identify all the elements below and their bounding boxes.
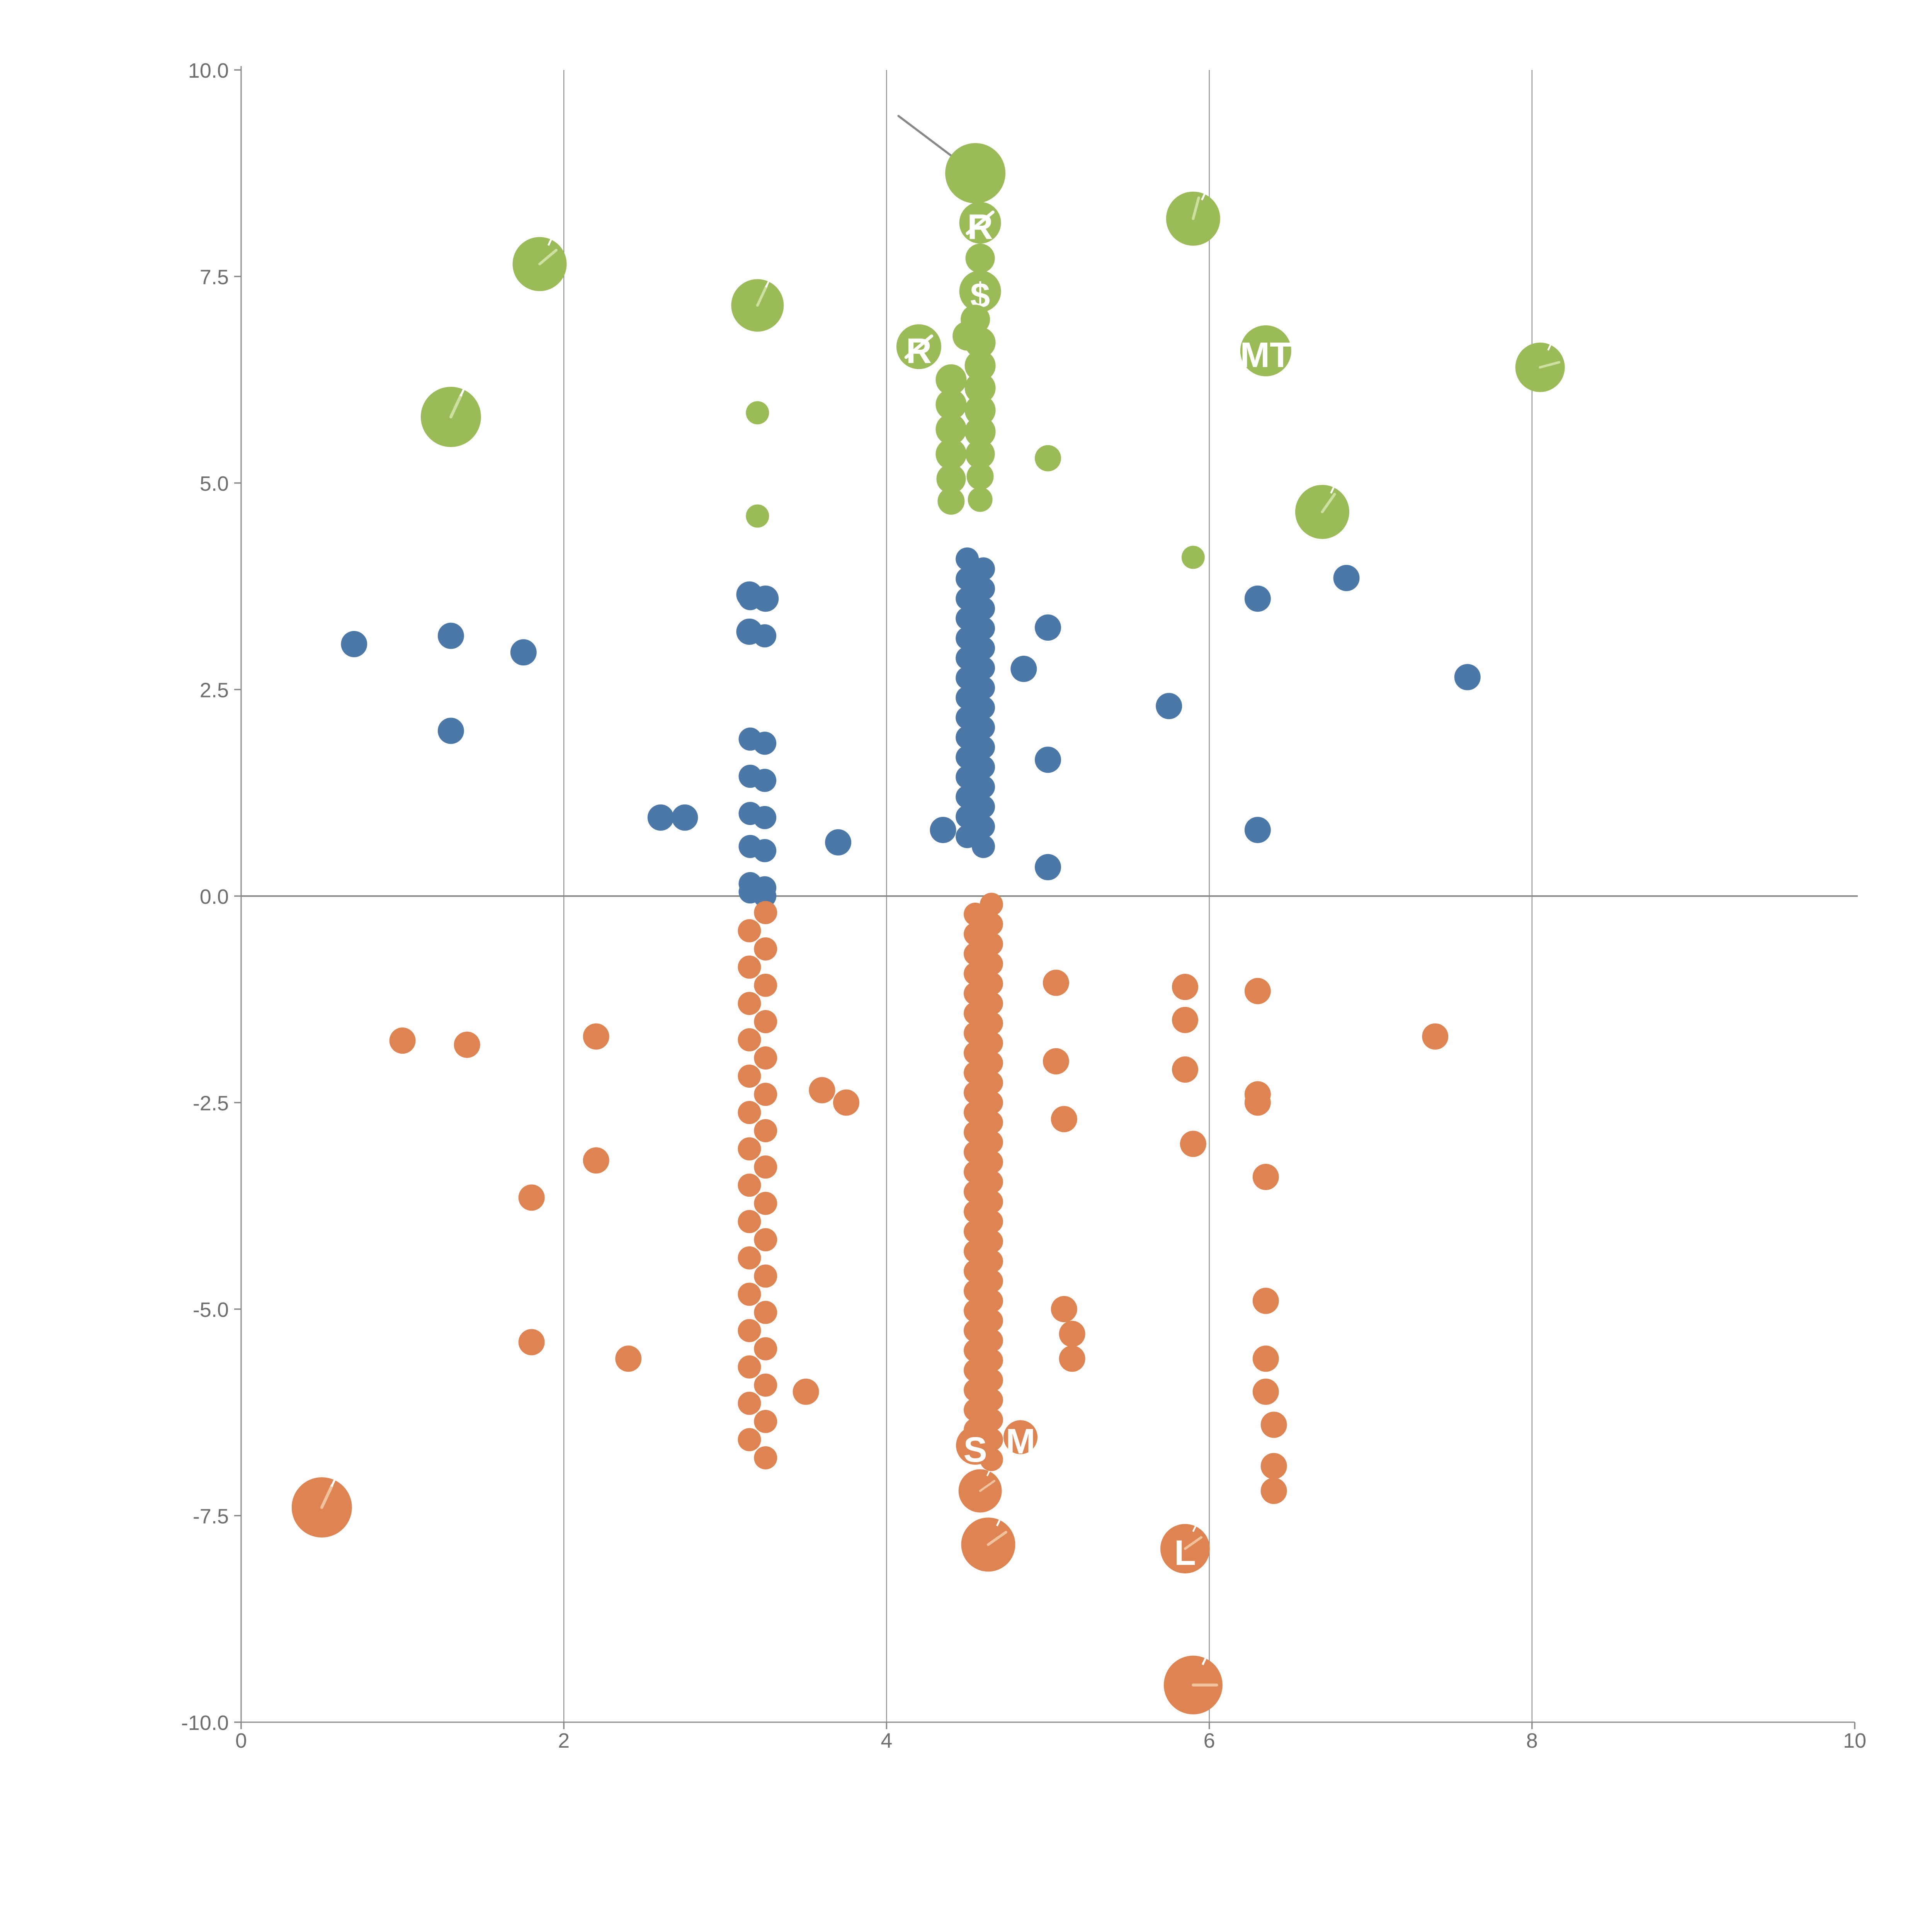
svg-text:-7.5: -7.5 bbox=[193, 1505, 229, 1528]
svg-text:6: 6 bbox=[1204, 1729, 1215, 1752]
svg-text:10: 10 bbox=[1843, 1729, 1866, 1752]
svg-text:5.0: 5.0 bbox=[200, 472, 229, 495]
svg-text:0: 0 bbox=[235, 1729, 247, 1752]
svg-text:M: M bbox=[1006, 1422, 1036, 1461]
svg-text:4: 4 bbox=[881, 1729, 892, 1752]
svg-text:0.0: 0.0 bbox=[200, 885, 229, 908]
svg-text:8: 8 bbox=[1526, 1729, 1538, 1752]
svg-text:L: L bbox=[1174, 1533, 1196, 1573]
svg-text:-5.0: -5.0 bbox=[193, 1298, 229, 1321]
svg-text:10.0: 10.0 bbox=[188, 59, 229, 82]
svg-text:2: 2 bbox=[558, 1729, 570, 1752]
svg-text:-10.0: -10.0 bbox=[181, 1711, 229, 1735]
svg-text:MT: MT bbox=[1240, 335, 1291, 375]
svg-text:-2.5: -2.5 bbox=[193, 1092, 229, 1115]
svg-text:2.5: 2.5 bbox=[200, 679, 229, 702]
svg-text:7.5: 7.5 bbox=[200, 266, 229, 289]
svg-text:S: S bbox=[963, 1430, 987, 1469]
